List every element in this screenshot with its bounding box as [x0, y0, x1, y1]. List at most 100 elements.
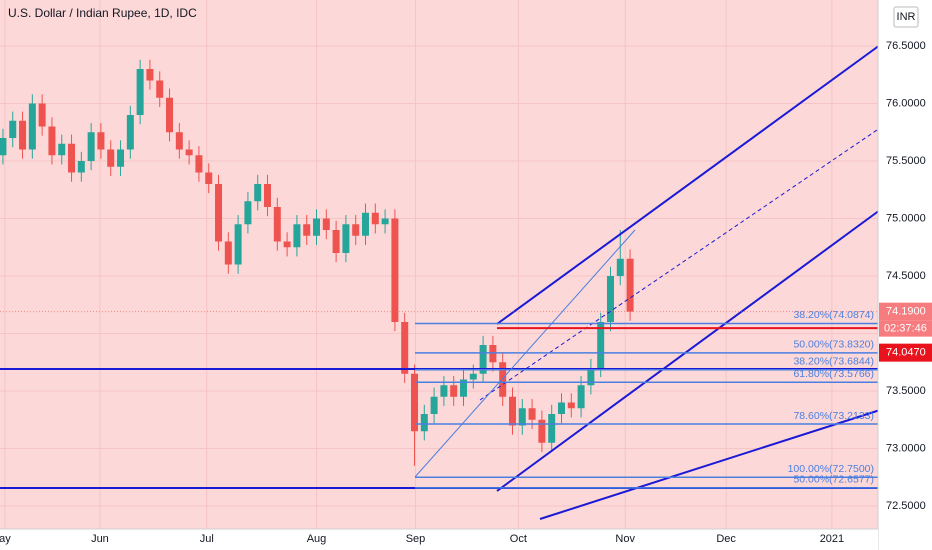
candle-body [538, 419, 546, 443]
candle-body [577, 385, 585, 409]
channel-median [479, 127, 881, 401]
candle-body [166, 97, 174, 133]
candle-body [254, 184, 262, 202]
y-tick-label: 73.5000 [886, 385, 926, 397]
candle-body [77, 161, 85, 173]
y-tick-label: 75.0000 [886, 212, 926, 224]
candle-body [0, 138, 7, 156]
channel-upper [496, 44, 881, 325]
candle-body [146, 69, 154, 81]
candle-body [430, 396, 438, 414]
x-tick-label: Sep [406, 533, 426, 545]
candle-body [450, 385, 458, 397]
candle-body [28, 103, 36, 150]
candle-body [626, 258, 634, 312]
candle-body [205, 172, 213, 184]
y-tick-label: 73.0000 [886, 442, 926, 454]
candle-body [117, 149, 125, 167]
level-box [879, 343, 932, 362]
candle-body [469, 373, 477, 380]
x-tick-label: Oct [510, 533, 527, 545]
candle-body [332, 230, 340, 253]
candle-body [518, 408, 526, 426]
candle-body [97, 132, 105, 150]
candle-body [381, 218, 389, 225]
countdown-box [879, 320, 932, 337]
grid [0, 0, 878, 529]
y-tick-label: 76.0000 [886, 97, 926, 109]
candle-body [195, 155, 203, 173]
x-tick-label: Dec [716, 533, 736, 545]
currency: INR [897, 11, 916, 23]
candles [0, 59, 634, 466]
fib-label: 78.60%(73.2133) [793, 410, 874, 422]
y-tick-label: 75.5000 [886, 155, 926, 167]
candle-body [322, 218, 330, 230]
candle-body [489, 345, 497, 363]
candle-body [87, 132, 95, 161]
candle-body [224, 241, 232, 265]
candle-body [293, 224, 301, 248]
candle-body [136, 69, 144, 115]
candle-body [175, 132, 183, 150]
candle-body [185, 149, 193, 156]
x-tick-label: Nov [615, 533, 635, 545]
level-label: 74.0470 [886, 347, 926, 359]
candle-body [68, 143, 76, 173]
candle-body [283, 241, 291, 248]
trend-line [539, 409, 881, 520]
y-tick-label: 72.5000 [886, 500, 926, 512]
candle-body [352, 224, 360, 236]
candle-body [420, 414, 428, 432]
candle-body [459, 379, 467, 397]
chart-title: U.S. Dollar / Indian Rupee, 1D, IDC [8, 6, 197, 20]
candle-body [587, 368, 595, 386]
candle-body [391, 218, 399, 322]
x-tick-label: Jun [91, 533, 109, 545]
time-axis [0, 529, 878, 550]
candle-body [499, 362, 507, 397]
candle-body [48, 126, 56, 156]
fib-label: 100.00%(72.7500) [788, 463, 874, 475]
fib-label: 38.20%(74.0874) [793, 309, 874, 321]
candle-body [264, 184, 272, 207]
candle-body [313, 218, 321, 236]
candle-body [156, 80, 164, 98]
candle-body [401, 322, 409, 374]
fib-label: 50.00%(73.8320) [793, 339, 874, 351]
candle-body [342, 224, 350, 253]
x-tick-label: Aug [307, 533, 327, 545]
y-tick-label: 76.5000 [886, 40, 926, 52]
candle-body [440, 385, 448, 397]
currency-box[interactable] [893, 6, 919, 28]
candle-body [557, 402, 565, 414]
last-price-label: 74.1900 [886, 306, 926, 318]
candle-body [479, 345, 487, 374]
candle-body [371, 212, 379, 225]
candle-body [528, 408, 536, 420]
candle-body [126, 115, 134, 150]
candle-body [107, 149, 115, 167]
candle-body [303, 224, 311, 236]
x-tick-label: 2021 [820, 533, 844, 545]
candle-body [411, 373, 419, 432]
channel-lower [496, 209, 881, 492]
last-price-box [879, 302, 932, 321]
candle-body [597, 322, 605, 368]
countdown-label: 02:37:46 [884, 323, 927, 335]
candle-body [606, 276, 614, 322]
candle-body [38, 103, 46, 127]
candle-body [58, 143, 66, 156]
candle-body [508, 396, 516, 426]
candle-body [234, 224, 242, 265]
fib-label: 50.00%(72.6577) [793, 474, 874, 486]
axes: 72.500073.000073.500074.000074.500075.00… [0, 40, 932, 545]
y-tick-label: 74.5000 [886, 270, 926, 282]
candle-body [567, 402, 575, 409]
candle-body [362, 212, 370, 236]
candle-body [548, 414, 556, 443]
candle-body [273, 207, 281, 242]
candle-body [244, 201, 252, 225]
